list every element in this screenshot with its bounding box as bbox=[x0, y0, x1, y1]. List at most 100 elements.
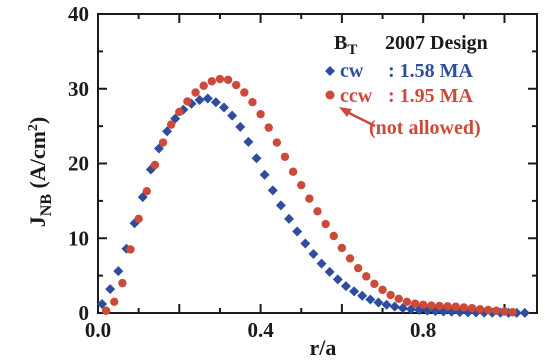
y-tick-label: 0 bbox=[79, 301, 90, 325]
point-ccw bbox=[484, 305, 493, 315]
point-cw bbox=[267, 185, 278, 196]
point-ccw bbox=[378, 285, 387, 295]
y-tick-label: 20 bbox=[68, 152, 89, 176]
point-ccw bbox=[158, 138, 168, 147]
point-ccw bbox=[207, 77, 217, 86]
point-ccw bbox=[459, 303, 469, 312]
point-ccw bbox=[329, 231, 338, 241]
point-cw bbox=[292, 226, 303, 237]
point-ccw bbox=[280, 152, 290, 161]
point-ccw bbox=[427, 301, 436, 310]
data-points bbox=[97, 74, 530, 318]
point-ccw bbox=[248, 98, 257, 107]
point-ccw bbox=[166, 120, 176, 129]
point-cw bbox=[105, 284, 116, 295]
point-cw bbox=[389, 301, 400, 312]
point-ccw bbox=[410, 299, 420, 308]
y-tick-label: 30 bbox=[68, 77, 89, 101]
legend-field-label: BT bbox=[334, 32, 357, 58]
point-cw bbox=[210, 97, 221, 108]
point-ccw bbox=[467, 303, 477, 313]
point-cw bbox=[381, 299, 392, 310]
point-ccw bbox=[264, 123, 273, 132]
point-ccw bbox=[240, 88, 249, 97]
legend-design-title: 2007 Design bbox=[385, 32, 488, 54]
point-ccw bbox=[288, 167, 298, 176]
y-axis-label: JNB (A/cm2) bbox=[25, 117, 55, 227]
point-ccw bbox=[110, 297, 119, 306]
x-axis-label: r/a bbox=[310, 335, 337, 360]
point-ccw bbox=[150, 160, 160, 170]
y-tick-label: 10 bbox=[68, 226, 89, 250]
point-cw bbox=[251, 153, 262, 164]
point-ccw bbox=[475, 305, 485, 314]
point-cw bbox=[519, 307, 530, 318]
point-ccw bbox=[272, 138, 282, 147]
point-ccw bbox=[142, 186, 151, 196]
point-cw bbox=[235, 121, 246, 132]
point-cw bbox=[97, 299, 108, 310]
point-cw bbox=[365, 294, 376, 305]
point-ccw bbox=[313, 207, 322, 216]
point-ccw bbox=[386, 290, 395, 300]
point-cw bbox=[275, 200, 286, 211]
point-ccw bbox=[215, 74, 225, 84]
point-ccw bbox=[134, 214, 143, 224]
point-ccw bbox=[508, 308, 517, 317]
point-ccw bbox=[353, 263, 363, 273]
point-ccw bbox=[118, 278, 127, 288]
point-ccw bbox=[191, 88, 200, 97]
legend-cw-marker bbox=[325, 66, 335, 76]
point-cw bbox=[308, 248, 319, 259]
point-cw bbox=[324, 266, 335, 277]
point-ccw bbox=[321, 219, 330, 229]
point-ccw bbox=[337, 243, 347, 253]
point-ccw bbox=[345, 254, 355, 263]
point-ccw bbox=[126, 245, 135, 254]
point-cw bbox=[243, 136, 254, 147]
point-ccw bbox=[435, 301, 444, 311]
point-ccw bbox=[402, 297, 412, 306]
point-ccw bbox=[394, 294, 403, 303]
legend: BT 2007 Design cw : 1.58 MA ccw : 1.95 M… bbox=[325, 32, 488, 107]
point-cw bbox=[227, 110, 238, 121]
point-cw bbox=[259, 169, 270, 180]
point-ccw bbox=[370, 279, 379, 289]
point-ccw bbox=[451, 302, 460, 311]
point-cw bbox=[357, 290, 368, 301]
point-cw bbox=[113, 266, 124, 277]
plot-frame bbox=[97, 13, 538, 314]
annotation-text: (not allowed) bbox=[369, 117, 481, 139]
point-ccw bbox=[183, 97, 192, 106]
x-tick-label: 0.4 bbox=[247, 318, 274, 342]
axis-ticks bbox=[97, 13, 537, 314]
legend-cw-value: : 1.58 MA bbox=[388, 60, 474, 82]
annotation-arrow bbox=[344, 109, 376, 128]
annotation: (not allowed) bbox=[339, 107, 481, 139]
point-cw bbox=[373, 297, 384, 308]
point-ccw bbox=[175, 107, 184, 117]
point-ccw bbox=[256, 109, 265, 119]
point-ccw bbox=[362, 272, 371, 281]
point-ccw bbox=[418, 300, 428, 309]
point-ccw bbox=[500, 307, 509, 316]
x-tick-label: 0.8 bbox=[410, 318, 436, 342]
point-ccw bbox=[305, 194, 314, 203]
point-ccw bbox=[199, 81, 208, 90]
tick-labels: 0.0 0.4 0.8 0 10 20 30 40 bbox=[68, 2, 436, 342]
x-tick-label: 0.0 bbox=[85, 318, 111, 342]
point-cw bbox=[284, 213, 295, 224]
point-cw bbox=[219, 102, 230, 113]
point-ccw bbox=[297, 180, 306, 190]
point-cw bbox=[340, 281, 351, 292]
annotation-arrowhead bbox=[339, 107, 352, 117]
legend-ccw-marker bbox=[325, 90, 335, 100]
point-cw bbox=[316, 258, 327, 269]
legend-ccw-label: ccw bbox=[340, 85, 373, 107]
point-cw bbox=[300, 238, 311, 249]
point-ccw bbox=[101, 306, 111, 315]
point-cw bbox=[194, 94, 205, 105]
point-ccw bbox=[492, 306, 501, 315]
point-cw bbox=[202, 93, 213, 104]
